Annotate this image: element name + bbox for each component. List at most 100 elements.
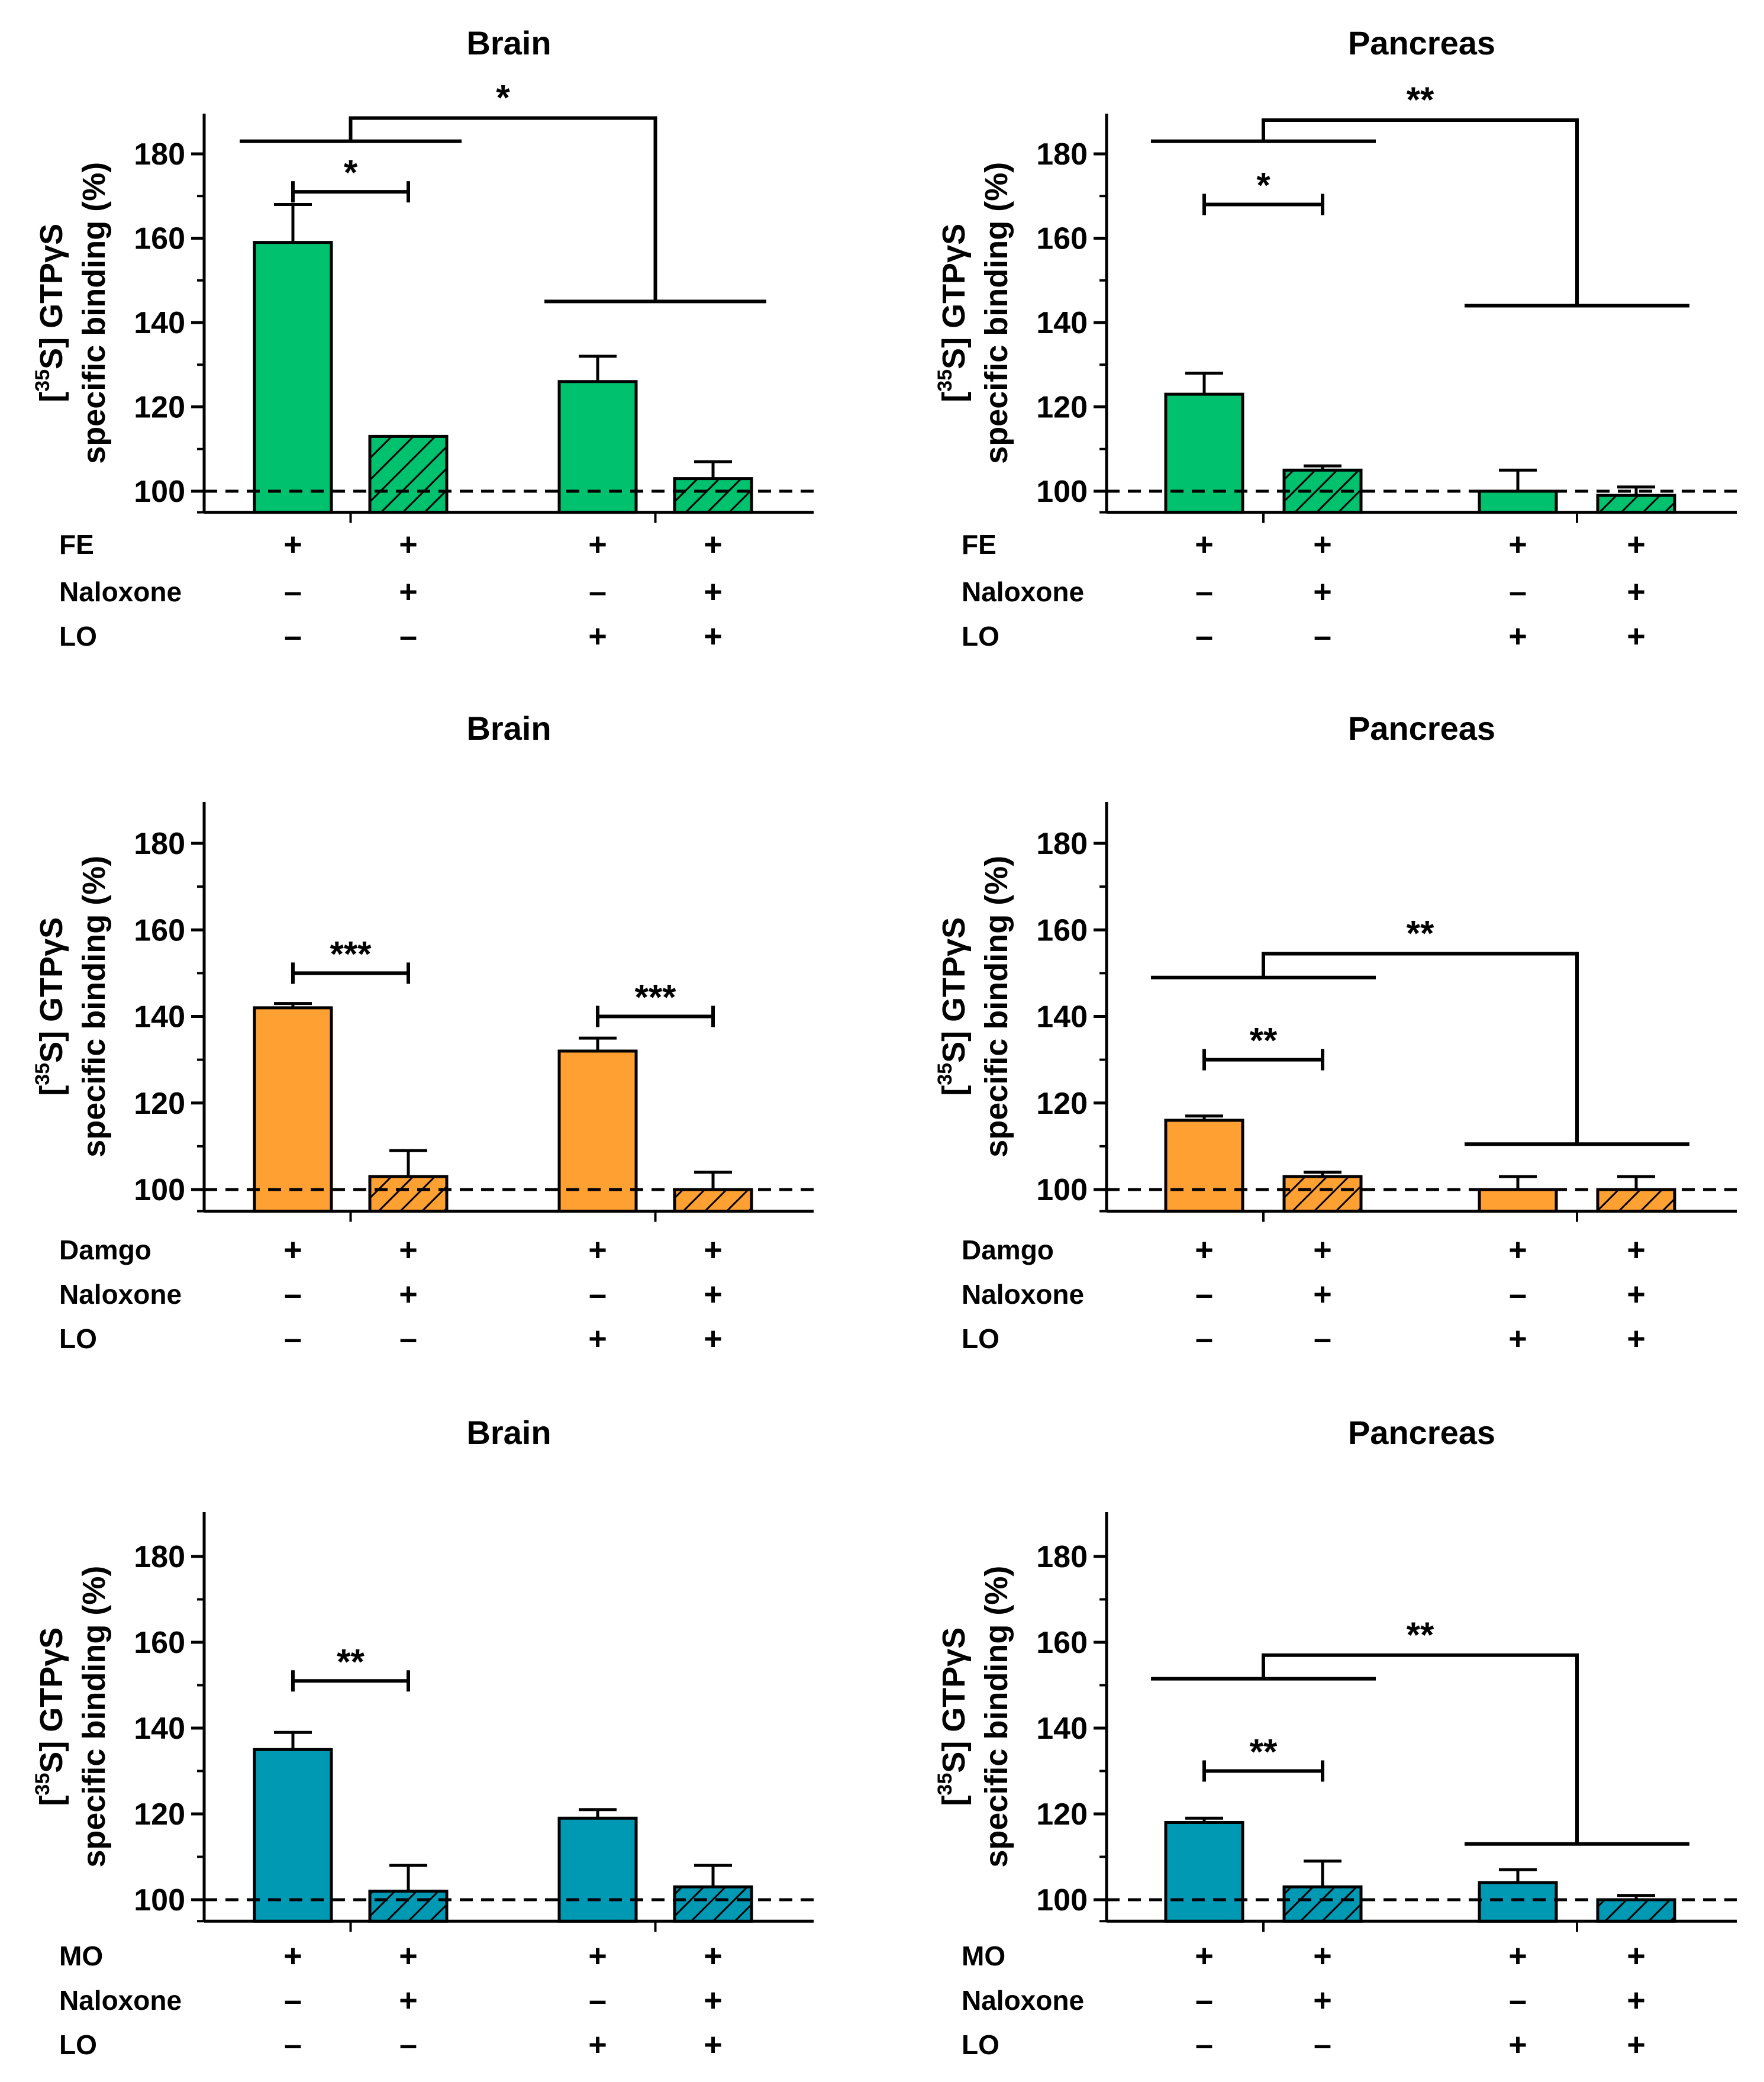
- bar-3: [1478, 1881, 1558, 1923]
- treatment-label: Naloxone: [59, 576, 182, 607]
- treatment-sign: +: [1627, 2027, 1646, 2062]
- treatment-sign: +: [588, 618, 607, 654]
- y-axis-label-line2: specific binding (%): [979, 1566, 1014, 1868]
- chart-title: Brain: [466, 24, 551, 62]
- treatment-sign: +: [399, 1983, 418, 2018]
- chart-panel-6: Pancreas [35S] GTPγS specific binding (%) 1…: [934, 1414, 1737, 2062]
- treatment-sign: –: [1195, 2027, 1213, 2062]
- treatment-sign: +: [704, 618, 723, 654]
- treatment-sign: –: [1195, 618, 1213, 654]
- treatment-label: Naloxone: [962, 576, 1084, 607]
- treatment-sign: –: [589, 574, 607, 610]
- treatment-sign: +: [1195, 1938, 1214, 1974]
- y-tick-label: 100: [1036, 1883, 1088, 1917]
- treatment-sign: +: [399, 1938, 418, 1974]
- treatment-sign: +: [704, 1938, 723, 1974]
- y-tick-label: 100: [134, 475, 185, 509]
- treatment-sign: +: [588, 1232, 607, 1268]
- treatment-sign: +: [1508, 618, 1527, 654]
- sig-label: **: [1250, 1021, 1278, 1061]
- bar-1: [1164, 1821, 1244, 1923]
- y-tick-label: 140: [134, 1712, 185, 1746]
- bar-4: [1596, 1188, 1676, 1213]
- bar-1: [1164, 1119, 1244, 1213]
- treatment-sign: +: [704, 527, 723, 562]
- treatment-sign: +: [399, 527, 418, 562]
- y-axis-label: [35S] GTPγS specific binding (%): [934, 162, 1014, 464]
- group-bracket: [349, 116, 657, 302]
- treatment-sign: –: [589, 1277, 607, 1312]
- bar-2: [368, 1890, 449, 1923]
- treatment-sign: +: [399, 574, 418, 610]
- treatment-sign: +: [1508, 527, 1527, 562]
- bar-2: [368, 434, 449, 514]
- treatment-sign: –: [1195, 1321, 1213, 1356]
- bar-4: [673, 477, 753, 514]
- treatment-sign: –: [1195, 1983, 1213, 2018]
- treatment-sign: –: [399, 618, 417, 654]
- treatment-sign: –: [284, 1277, 302, 1312]
- treatment-sign: +: [588, 2027, 607, 2062]
- sig-label: **: [1407, 1615, 1434, 1655]
- bar-4: [673, 1188, 753, 1213]
- y-tick-label: 140: [1036, 1712, 1088, 1746]
- treatment-sign: –: [1195, 574, 1213, 610]
- treatment-sign: +: [588, 527, 607, 562]
- treatment-label: FE: [59, 529, 94, 560]
- bar-4: [673, 1885, 753, 1923]
- bar-1: [253, 1006, 333, 1213]
- bar-1: [1164, 392, 1244, 514]
- y-axis-label-suffix: S] GTPγS: [936, 917, 972, 1063]
- y-axis-label-sup: 35: [31, 1773, 54, 1796]
- sig-label: **: [1407, 80, 1434, 120]
- sig-label: *: [344, 153, 358, 192]
- y-axis-label-line1: [35S] GTPγS: [934, 917, 972, 1096]
- y-tick-label: 140: [134, 1000, 185, 1034]
- y-axis-label-sup: 35: [31, 369, 54, 392]
- chart-panel-2: Pancreas [35S] GTPγS specific binding (%) 1…: [934, 24, 1737, 654]
- y-tick-label: 160: [1036, 913, 1088, 947]
- chart-title: Pancreas: [1348, 710, 1495, 747]
- y-axis-label: [35S] GTPγS specific binding (%): [934, 1566, 1014, 1868]
- treatment-label: LO: [962, 1323, 999, 1354]
- y-tick-label: 180: [134, 137, 185, 172]
- treatment-sign: +: [1313, 1983, 1332, 2018]
- treatment-sign: +: [1508, 2027, 1527, 2062]
- treatment-sign: –: [284, 618, 302, 654]
- y-axis-label-line2: specific binding (%): [76, 856, 112, 1158]
- y-axis-label-line1: [35S] GTPγS: [31, 917, 69, 1096]
- y-axis-label-suffix: S] GTPγS: [936, 1627, 972, 1773]
- treatment-sign: +: [1627, 618, 1646, 654]
- y-axis-label-line1: [35S] GTPγS: [31, 224, 69, 402]
- bar-3: [1478, 1188, 1558, 1213]
- y-tick-label: 160: [134, 913, 185, 947]
- bar-3: [557, 1816, 638, 1923]
- chart-title: Brain: [466, 710, 551, 747]
- y-tick-label: 140: [1036, 1000, 1088, 1034]
- treatment-sign: +: [1313, 1232, 1332, 1268]
- treatment-sign: +: [1313, 1938, 1332, 1974]
- y-axis-label-prefix: [: [34, 1085, 69, 1096]
- y-axis-label-prefix: [: [936, 1796, 972, 1806]
- treatment-sign: –: [1314, 2027, 1331, 2062]
- y-tick-label: 180: [134, 827, 185, 861]
- treatment-sign: –: [1314, 1321, 1331, 1356]
- y-axis-label-line2: specific binding (%): [979, 856, 1014, 1158]
- y-tick-label: 120: [1036, 1087, 1088, 1121]
- treatment-label: Naloxone: [962, 1985, 1084, 2016]
- y-tick-label: 140: [134, 306, 185, 340]
- treatment-label: Naloxone: [59, 1279, 182, 1310]
- group-bracket: [1262, 952, 1579, 1145]
- y-tick-label: 120: [134, 1087, 185, 1121]
- y-tick-label: 180: [134, 1540, 185, 1574]
- y-axis-label-prefix: [: [34, 1796, 69, 1806]
- sig-label: ***: [330, 934, 372, 974]
- chart-panel-1: Brain [35S] GTPγS specific binding (%) 100 1…: [31, 24, 814, 654]
- y-axis-label-line1: [35S] GTPγS: [31, 1627, 69, 1806]
- treatment-label: LO: [59, 621, 97, 652]
- bar-2: [368, 1175, 449, 1213]
- bar-2: [1282, 1885, 1363, 1923]
- y-tick-label: 120: [134, 1797, 185, 1832]
- y-axis-label-line1: [35S] GTPγS: [934, 1627, 972, 1806]
- treatment-sign: +: [283, 1232, 302, 1268]
